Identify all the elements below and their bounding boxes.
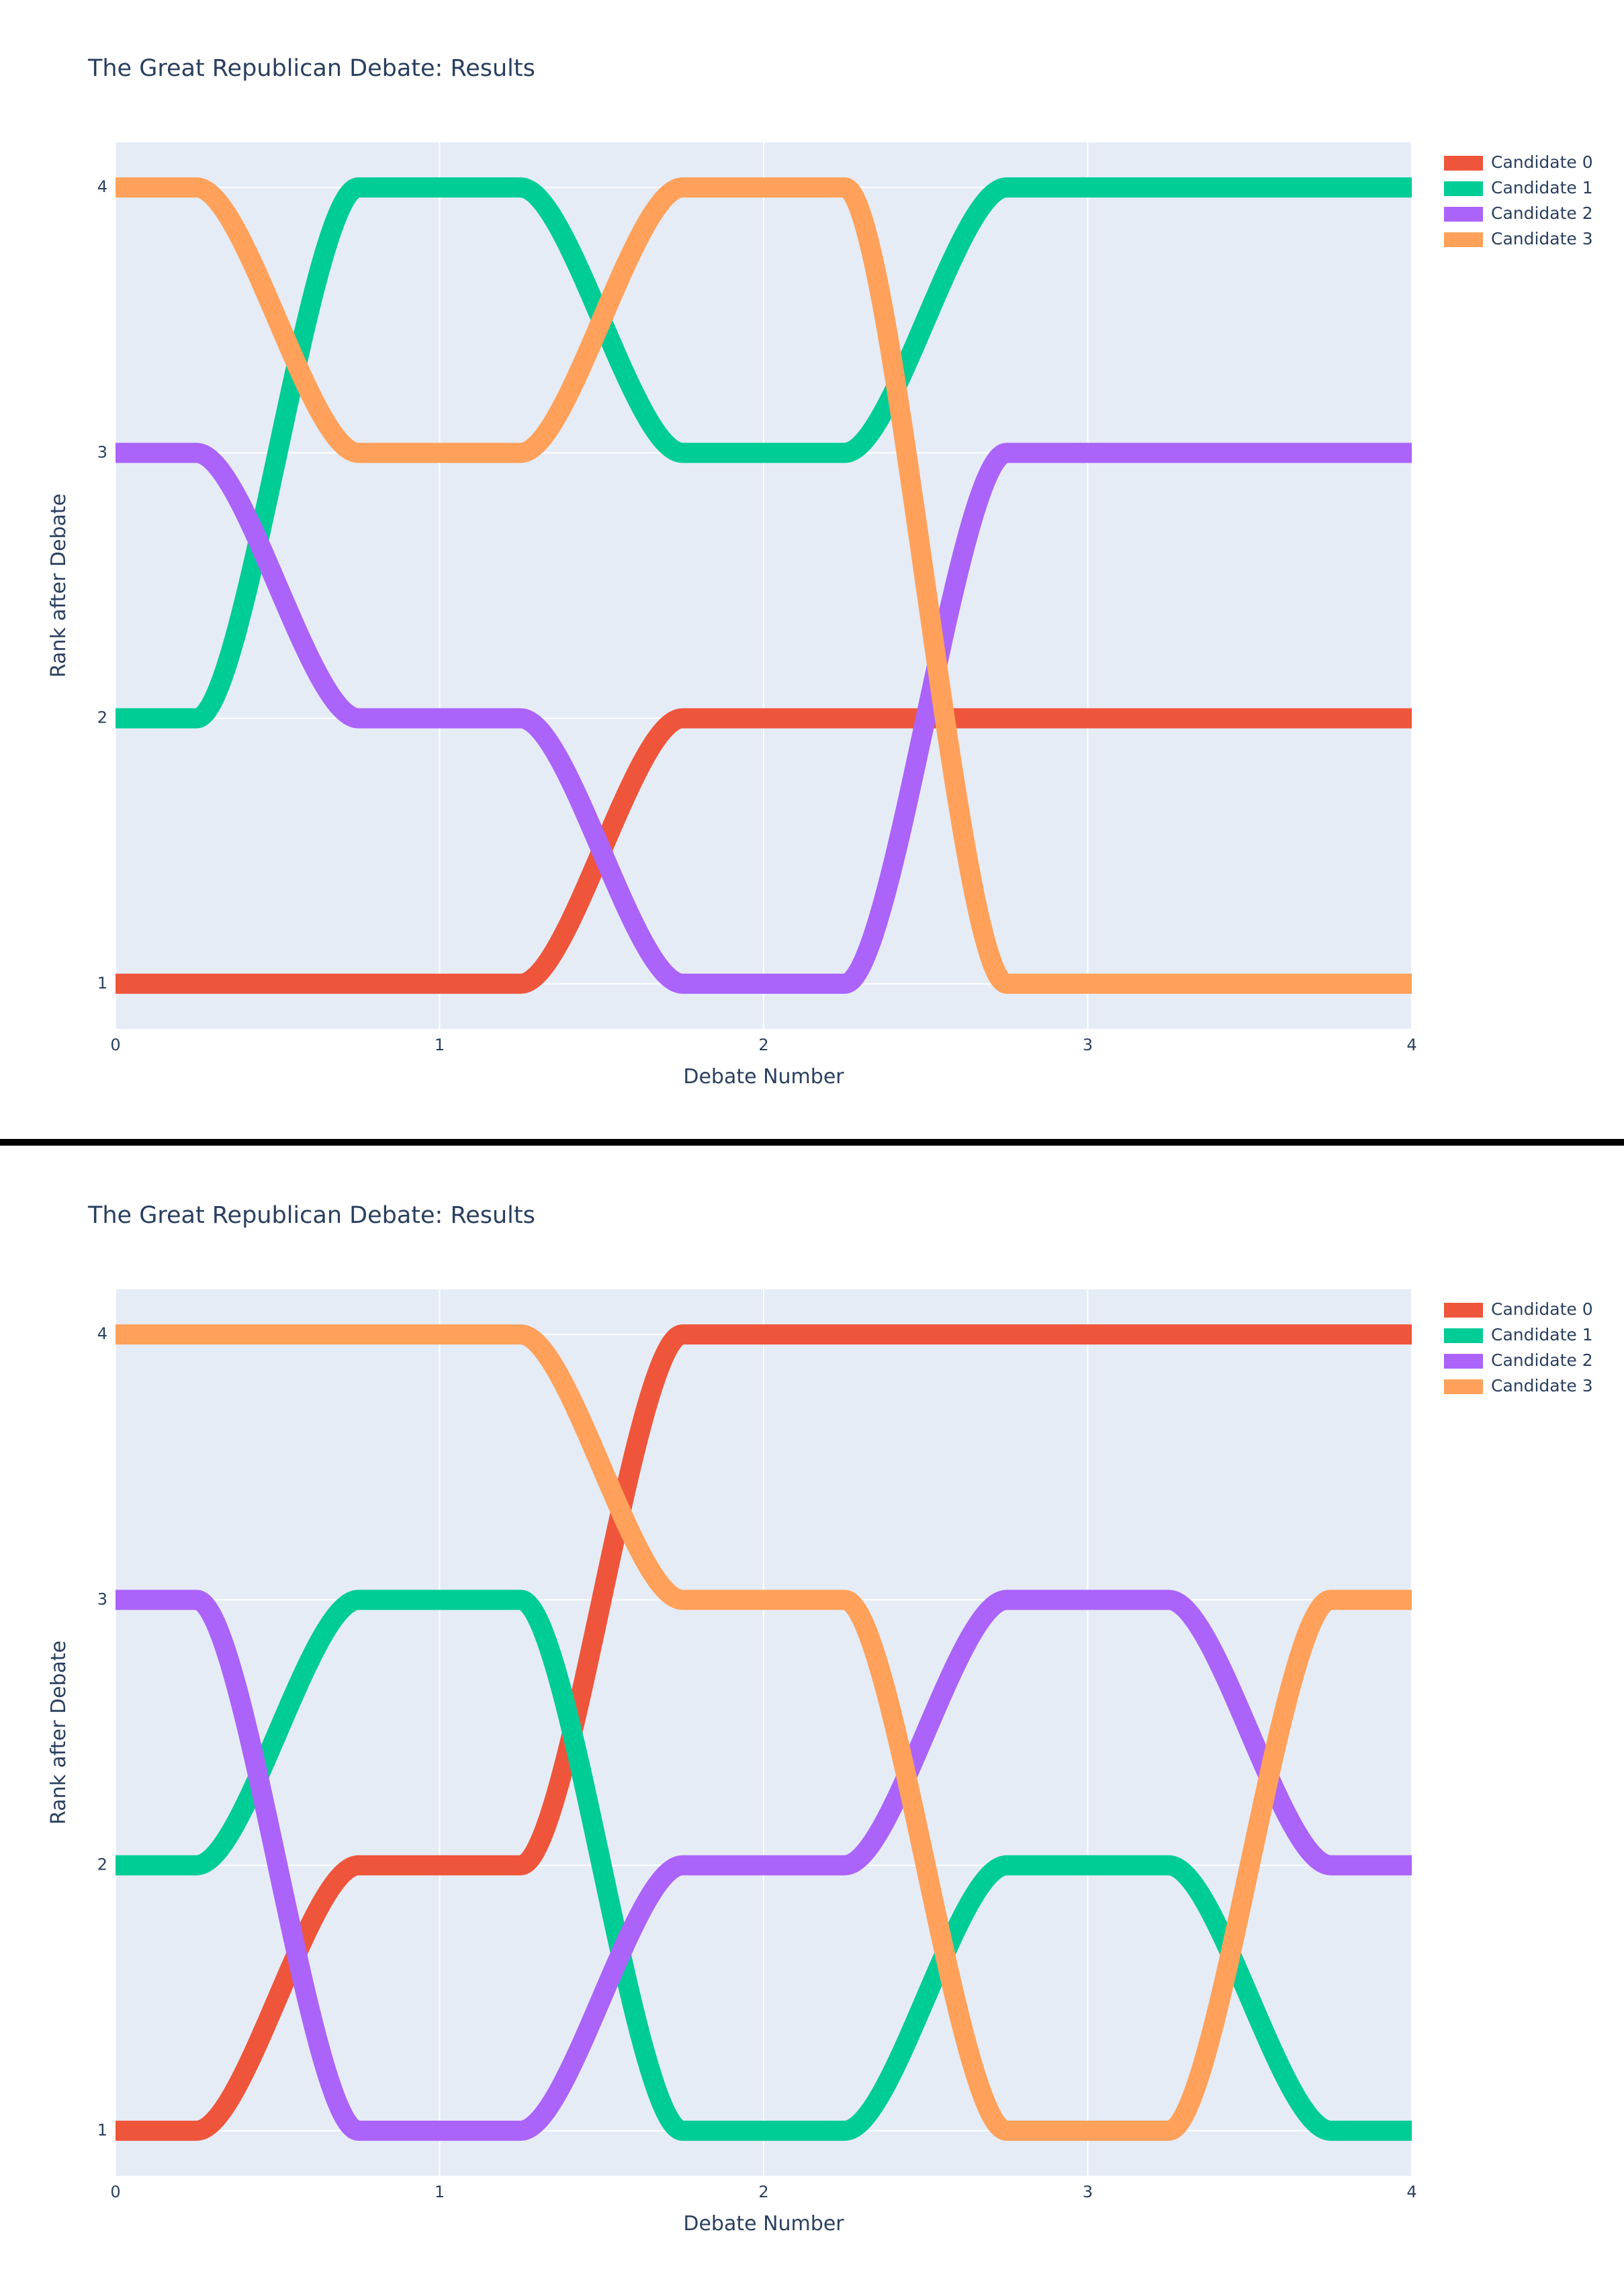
legend-swatch	[1444, 207, 1483, 222]
y-tick-label: 1	[97, 974, 107, 993]
series-line-candidate-2	[116, 1590, 1412, 2141]
x-tick-label: 2	[758, 1036, 768, 1054]
legend-label: Candidate 2	[1491, 203, 1593, 223]
chart-panel-0: The Great Republican Debate: Results 0 1 2 3…	[0, 0, 1624, 1142]
legend[interactable]: Candidate 0 Candidate 1 Candidate 2 Candida…	[1444, 1299, 1593, 1395]
legend-swatch	[1444, 232, 1483, 247]
legend-item-candidate-0[interactable]: Candidate 0	[1444, 152, 1593, 172]
x-tick-label: 4	[1406, 1036, 1416, 1054]
x-tick-label: 0	[110, 1036, 120, 1054]
y-axis-title: Rank after Debate	[47, 1641, 71, 1825]
x-tick-label: 2	[758, 2183, 768, 2201]
x-axis-title: Debate Number	[683, 1065, 844, 1089]
legend-label: Candidate 0	[1491, 1299, 1593, 1319]
chart-svg: The Great Republican Debate: Results 0 1 2 3…	[47, 55, 1593, 1089]
legend-swatch	[1444, 181, 1483, 196]
series-line-candidate-3	[116, 177, 1412, 994]
y-tick-label: 2	[97, 1855, 107, 1874]
y-tick-label: 4	[97, 1324, 107, 1343]
legend-label: Candidate 1	[1491, 1325, 1593, 1344]
legend-item-candidate-3[interactable]: Candidate 3	[1444, 229, 1593, 248]
y-axis-title: Rank after Debate	[47, 494, 71, 678]
legend-item-candidate-1[interactable]: Candidate 1	[1444, 178, 1593, 197]
series-line-candidate-2	[116, 443, 1412, 994]
legend-label: Candidate 3	[1491, 229, 1593, 248]
chart-title: The Great Republican Debate: Results	[87, 1202, 535, 1229]
legend-item-candidate-2[interactable]: Candidate 2	[1444, 203, 1593, 223]
y-tick-label: 4	[97, 177, 107, 196]
legend-label: Candidate 2	[1491, 1350, 1593, 1370]
legend-item-candidate-3[interactable]: Candidate 3	[1444, 1376, 1593, 1395]
series-group	[116, 177, 1412, 994]
x-tick-label: 1	[435, 1036, 445, 1054]
panel-divider	[0, 1139, 1624, 1146]
chart-svg: The Great Republican Debate: Results 0 1 2 3…	[47, 1202, 1593, 2236]
x-tick-label: 3	[1083, 2183, 1093, 2201]
series-group	[116, 1324, 1412, 2141]
chart-panel-1: The Great Republican Debate: Results 0 1 2 3…	[0, 1147, 1624, 2289]
legend-swatch	[1444, 1303, 1483, 1318]
legend-swatch	[1444, 1379, 1483, 1394]
series-line-candidate-3	[116, 1324, 1412, 2141]
legend-label: Candidate 1	[1491, 178, 1593, 197]
legend-swatch	[1444, 1354, 1483, 1369]
series-line-candidate-1	[116, 1590, 1412, 2141]
legend-swatch	[1444, 1328, 1483, 1343]
series-line-candidate-0	[116, 708, 1412, 994]
legend-item-candidate-2[interactable]: Candidate 2	[1444, 1350, 1593, 1370]
legend-label: Candidate 3	[1491, 1376, 1593, 1395]
y-tick-label: 3	[97, 443, 107, 461]
legend[interactable]: Candidate 0 Candidate 1 Candidate 2 Candida…	[1444, 152, 1593, 248]
x-tick-label: 0	[110, 2183, 120, 2201]
x-tick-label: 3	[1083, 1036, 1093, 1054]
x-tick-label: 4	[1406, 2183, 1416, 2201]
legend-item-candidate-0[interactable]: Candidate 0	[1444, 1299, 1593, 1319]
series-line-candidate-1	[116, 177, 1412, 729]
chart-title: The Great Republican Debate: Results	[87, 55, 535, 82]
x-tick-label: 1	[435, 2183, 445, 2201]
y-tick-label: 3	[97, 1590, 107, 1608]
y-tick-label: 1	[97, 2121, 107, 2140]
legend-item-candidate-1[interactable]: Candidate 1	[1444, 1325, 1593, 1344]
x-axis-title: Debate Number	[683, 2212, 844, 2236]
legend-swatch	[1444, 156, 1483, 171]
y-tick-label: 2	[97, 708, 107, 727]
legend-label: Candidate 0	[1491, 152, 1593, 172]
